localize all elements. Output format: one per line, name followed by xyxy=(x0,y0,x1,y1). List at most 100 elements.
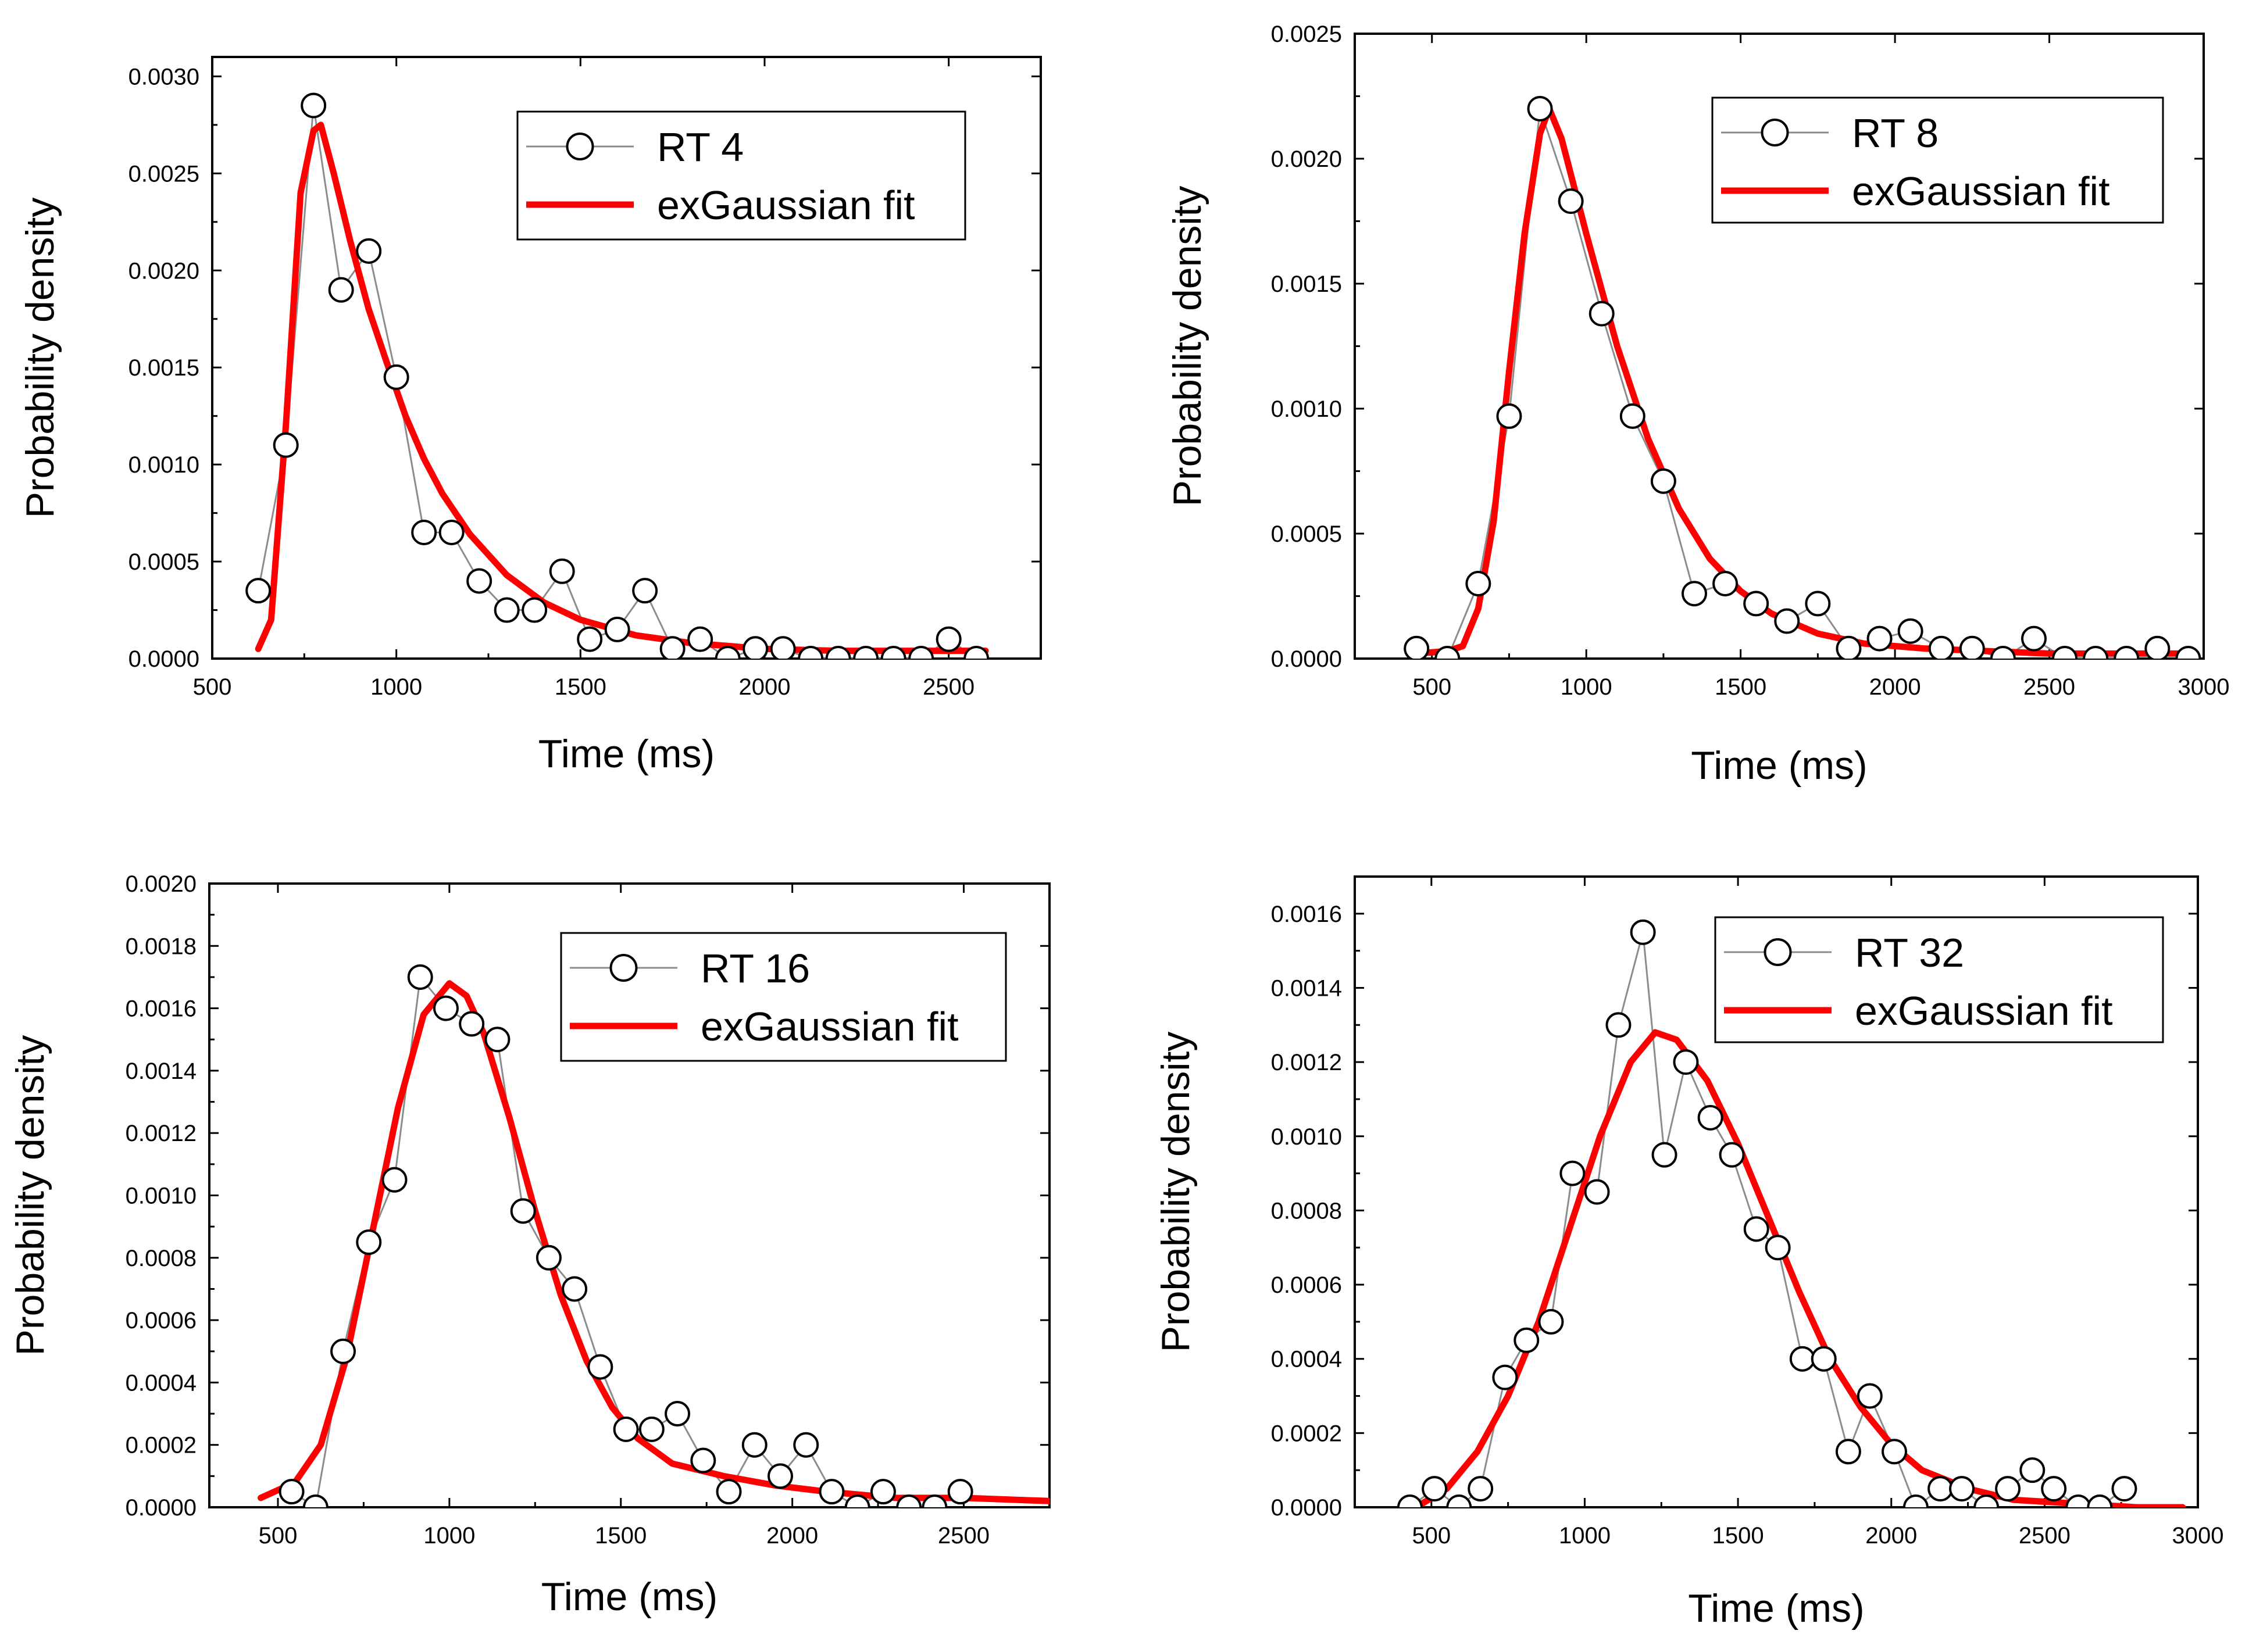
observed-point xyxy=(1897,618,1923,644)
observed-point xyxy=(1949,1476,1975,1502)
y-tick-label: 0.0014 xyxy=(1271,975,1342,1001)
observed-point xyxy=(1719,1142,1745,1168)
x-tick-label: 500 xyxy=(1412,1523,1451,1549)
observed-point xyxy=(690,1447,716,1474)
observed-point xyxy=(947,1479,973,1505)
x-tick-label: 2500 xyxy=(923,674,974,700)
observed-point xyxy=(1743,591,1769,617)
observed-point xyxy=(2041,1476,2067,1502)
x-tick-label: 3000 xyxy=(2172,1523,2224,1549)
observed-point xyxy=(825,646,851,659)
y-axis-title: Probability density xyxy=(18,198,62,519)
legend-box xyxy=(516,110,966,241)
x-tick-label: 1000 xyxy=(370,674,422,700)
x-axis-title: Time (ms) xyxy=(1691,743,1867,788)
observed-point xyxy=(1789,1346,1815,1372)
x-tick-label: 2000 xyxy=(1869,674,1921,700)
y-tick-label: 0.0002 xyxy=(126,1433,197,1458)
legend-box xyxy=(1714,916,2164,1043)
observed-point xyxy=(536,1245,562,1271)
observed-point xyxy=(1630,919,1656,945)
y-tick-label: 0.0018 xyxy=(126,934,197,959)
legend-fit-label: exGaussian fit xyxy=(1855,988,2113,1034)
observed-point xyxy=(438,519,465,545)
y-tick-label: 0.0020 xyxy=(1271,146,1342,172)
x-tick-label: 1500 xyxy=(1712,1523,1764,1549)
observed-point xyxy=(1866,625,1893,652)
x-tick-label: 1500 xyxy=(1715,674,1766,700)
observed-point xyxy=(715,646,741,659)
x-tick-label: 1000 xyxy=(423,1523,475,1549)
legend-fit-label: exGaussian fit xyxy=(1852,169,2110,214)
observed-point xyxy=(687,626,713,652)
legend-fit-label: exGaussian fit xyxy=(701,1004,959,1049)
observed-point xyxy=(1995,1476,2021,1502)
observed-point xyxy=(1673,1049,1699,1075)
observed-point xyxy=(922,1494,948,1507)
legend-observed-marker xyxy=(609,954,638,982)
y-tick-label: 0.0004 xyxy=(1271,1347,1342,1372)
legend-observed-marker xyxy=(566,133,594,160)
observed-point xyxy=(1496,403,1522,429)
observed-point xyxy=(665,1401,691,1427)
y-tick-label: 0.0010 xyxy=(128,452,199,478)
legend-box xyxy=(560,932,1007,1062)
y-tick-label: 0.0002 xyxy=(1271,1421,1342,1446)
observed-point xyxy=(819,1479,845,1505)
observed-point xyxy=(1902,1494,1929,1507)
observed-point xyxy=(356,238,382,264)
observed-point xyxy=(2111,1476,2137,1502)
observed-point xyxy=(1712,571,1739,596)
observed-point xyxy=(1589,301,1615,327)
observed-point xyxy=(716,1479,742,1505)
observed-point xyxy=(1650,468,1676,494)
y-tick-label: 0.0004 xyxy=(126,1370,197,1396)
y-tick-label: 0.0014 xyxy=(126,1059,197,1084)
legend: RT 32 exGaussian fit xyxy=(1714,916,2164,1043)
observed-point xyxy=(936,626,962,652)
y-tick-label: 0.0020 xyxy=(128,258,199,284)
x-tick-label: 500 xyxy=(1412,674,1451,700)
plot-data xyxy=(1404,96,2201,659)
chart-rt4: 500 1000 1500 2000 2500 0.0000 0.0005 0.0010 0.0… xyxy=(18,56,1042,776)
y-tick-label: 0.0020 xyxy=(126,871,197,897)
observed-point xyxy=(1805,591,1831,617)
observed-point xyxy=(587,1354,613,1380)
legend: RT 4 exGaussian fit xyxy=(516,110,966,241)
observed-point xyxy=(549,558,575,584)
observed-point xyxy=(2065,1494,2091,1507)
observed-point xyxy=(1959,635,1985,659)
chart-rt32: 500 1000 1500 2000 2500 3000 0.0000 0.0002 0.000… xyxy=(1154,875,2224,1630)
observed-point xyxy=(880,646,906,659)
observed-point xyxy=(1446,1494,1472,1507)
legend: RT 16 exGaussian fit xyxy=(560,932,1007,1062)
observed-point xyxy=(2021,625,2047,652)
observed-point xyxy=(328,277,354,303)
observed-point xyxy=(1558,188,1584,214)
observed-point xyxy=(1857,1383,1883,1409)
observed-point xyxy=(1774,608,1800,634)
x-tick-label: 2000 xyxy=(1865,1523,1917,1549)
observed-point xyxy=(459,1011,485,1037)
observed-point xyxy=(301,92,327,119)
observed-point xyxy=(562,1276,588,1302)
observed-point xyxy=(407,964,433,990)
y-tick-label: 0.0015 xyxy=(128,355,199,381)
observed-point xyxy=(1835,1439,1861,1465)
observed-point xyxy=(2114,646,2140,659)
observed-point xyxy=(2052,646,2078,659)
observed-point xyxy=(1605,1012,1632,1038)
observed-point xyxy=(1928,635,1954,659)
y-tick-label: 0.0005 xyxy=(128,549,199,575)
observed-point xyxy=(510,1198,536,1224)
y-tick-label: 0.0016 xyxy=(126,996,197,1022)
observed-point xyxy=(1492,1364,1518,1390)
observed-point xyxy=(1619,403,1645,429)
plot-frame xyxy=(1354,875,2199,1508)
observed-point xyxy=(632,578,658,604)
observed-point xyxy=(1559,1160,1586,1186)
observed-point xyxy=(411,519,437,545)
observed-point xyxy=(302,1494,329,1507)
